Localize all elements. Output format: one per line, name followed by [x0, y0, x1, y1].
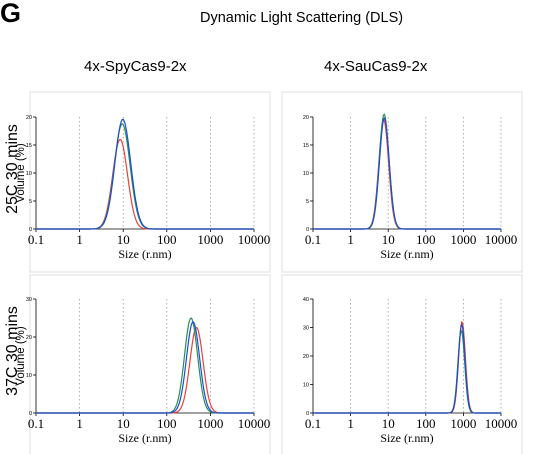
dls-plot-2: 0.1 1 10 100 1000 10000 0 5 10 15 20 Size (r.nm): [281, 91, 523, 273]
x-tick-label: 1: [76, 416, 83, 431]
y-tick-label: 0: [306, 411, 309, 417]
dls-plot-3: 0.1 1 10 100 1000 10000 0 10 20 30 Size (r.nm) Volu…: [15, 274, 271, 454]
x-tick-label: 10000: [238, 416, 271, 431]
x-tick-label: 10000: [485, 416, 518, 431]
y-tick-label: 5: [29, 199, 32, 205]
y-axis-label: Volume (%): [15, 143, 27, 203]
x-axis-label: Size (r.nm): [380, 431, 433, 445]
x-tick-label: 100: [157, 232, 177, 247]
y-tick-label: 5: [306, 199, 309, 205]
series-line-3: [36, 118, 254, 230]
y-tick-label: 30: [303, 326, 309, 332]
x-tick-label: 10: [117, 416, 130, 431]
plot-frame: [281, 91, 523, 273]
y-tick-label: 0: [29, 227, 32, 233]
y-tick-label: 0: [306, 227, 309, 233]
x-tick-label: 10: [382, 416, 395, 431]
x-tick-label: 100: [416, 232, 436, 247]
y-tick-label: 40: [303, 297, 309, 303]
panel-letter: G: [0, 0, 22, 28]
x-tick-label: 1000: [450, 416, 476, 431]
x-tick-label: 10000: [238, 232, 271, 247]
x-tick-label: 0.1: [28, 416, 44, 431]
x-tick-label: 0.1: [28, 232, 44, 247]
x-tick-label: 1: [76, 232, 83, 247]
x-tick-label: 0.1: [305, 416, 321, 431]
series-line-3: [313, 116, 501, 230]
y-tick-label: 20: [303, 115, 309, 121]
y-tick-label: 15: [26, 143, 32, 149]
y-tick-label: 20: [26, 115, 32, 121]
dls-plot-1: 0.1 1 10 100 1000 10000 0 5 10 15 20 Size (r.nm) Vol…: [15, 91, 271, 273]
x-tick-label: 0.1: [305, 232, 321, 247]
x-tick-label: 1000: [197, 416, 223, 431]
series-line-3: [36, 320, 254, 414]
x-tick-label: 1: [347, 416, 354, 431]
y-tick-label: 0: [29, 411, 32, 417]
column-title-spycas9: 4x-SpyCas9-2x: [84, 58, 187, 75]
y-tick-label: 15: [303, 143, 309, 149]
x-tick-label: 1000: [197, 232, 223, 247]
column-title-saucas9: 4x-SauCas9-2x: [324, 58, 428, 75]
plot-frame: [281, 274, 523, 454]
y-tick-label: 10: [303, 383, 309, 389]
figure-title: Dynamic Light Scattering (DLS): [200, 10, 404, 26]
y-tick-label: 10: [303, 171, 309, 177]
x-tick-label: 100: [416, 416, 436, 431]
plot-frame: [29, 91, 271, 273]
y-tick-label: 30: [26, 297, 32, 303]
x-axis-label: Size (r.nm): [380, 247, 433, 261]
x-tick-label: 100: [157, 416, 177, 431]
y-tick-label: 10: [26, 171, 32, 177]
x-tick-label: 1000: [450, 232, 476, 247]
series-line-3: [313, 323, 501, 414]
x-axis-label: Size (r.nm): [118, 247, 171, 261]
y-tick-label: 10: [26, 373, 32, 379]
x-tick-label: 10: [117, 232, 130, 247]
x-axis-label: Size (r.nm): [118, 431, 171, 445]
x-tick-label: 10: [382, 232, 395, 247]
plot-frame: [29, 274, 271, 454]
x-tick-label: 1: [347, 232, 354, 247]
dls-plot-4: 0.1 1 10 100 1000 10000 0 10 20 30 40 Size (r.nm): [281, 274, 523, 454]
y-axis-label: Volume (%): [15, 326, 27, 386]
x-tick-label: 10000: [485, 232, 518, 247]
y-tick-label: 20: [26, 335, 32, 341]
y-tick-label: 20: [303, 354, 309, 360]
